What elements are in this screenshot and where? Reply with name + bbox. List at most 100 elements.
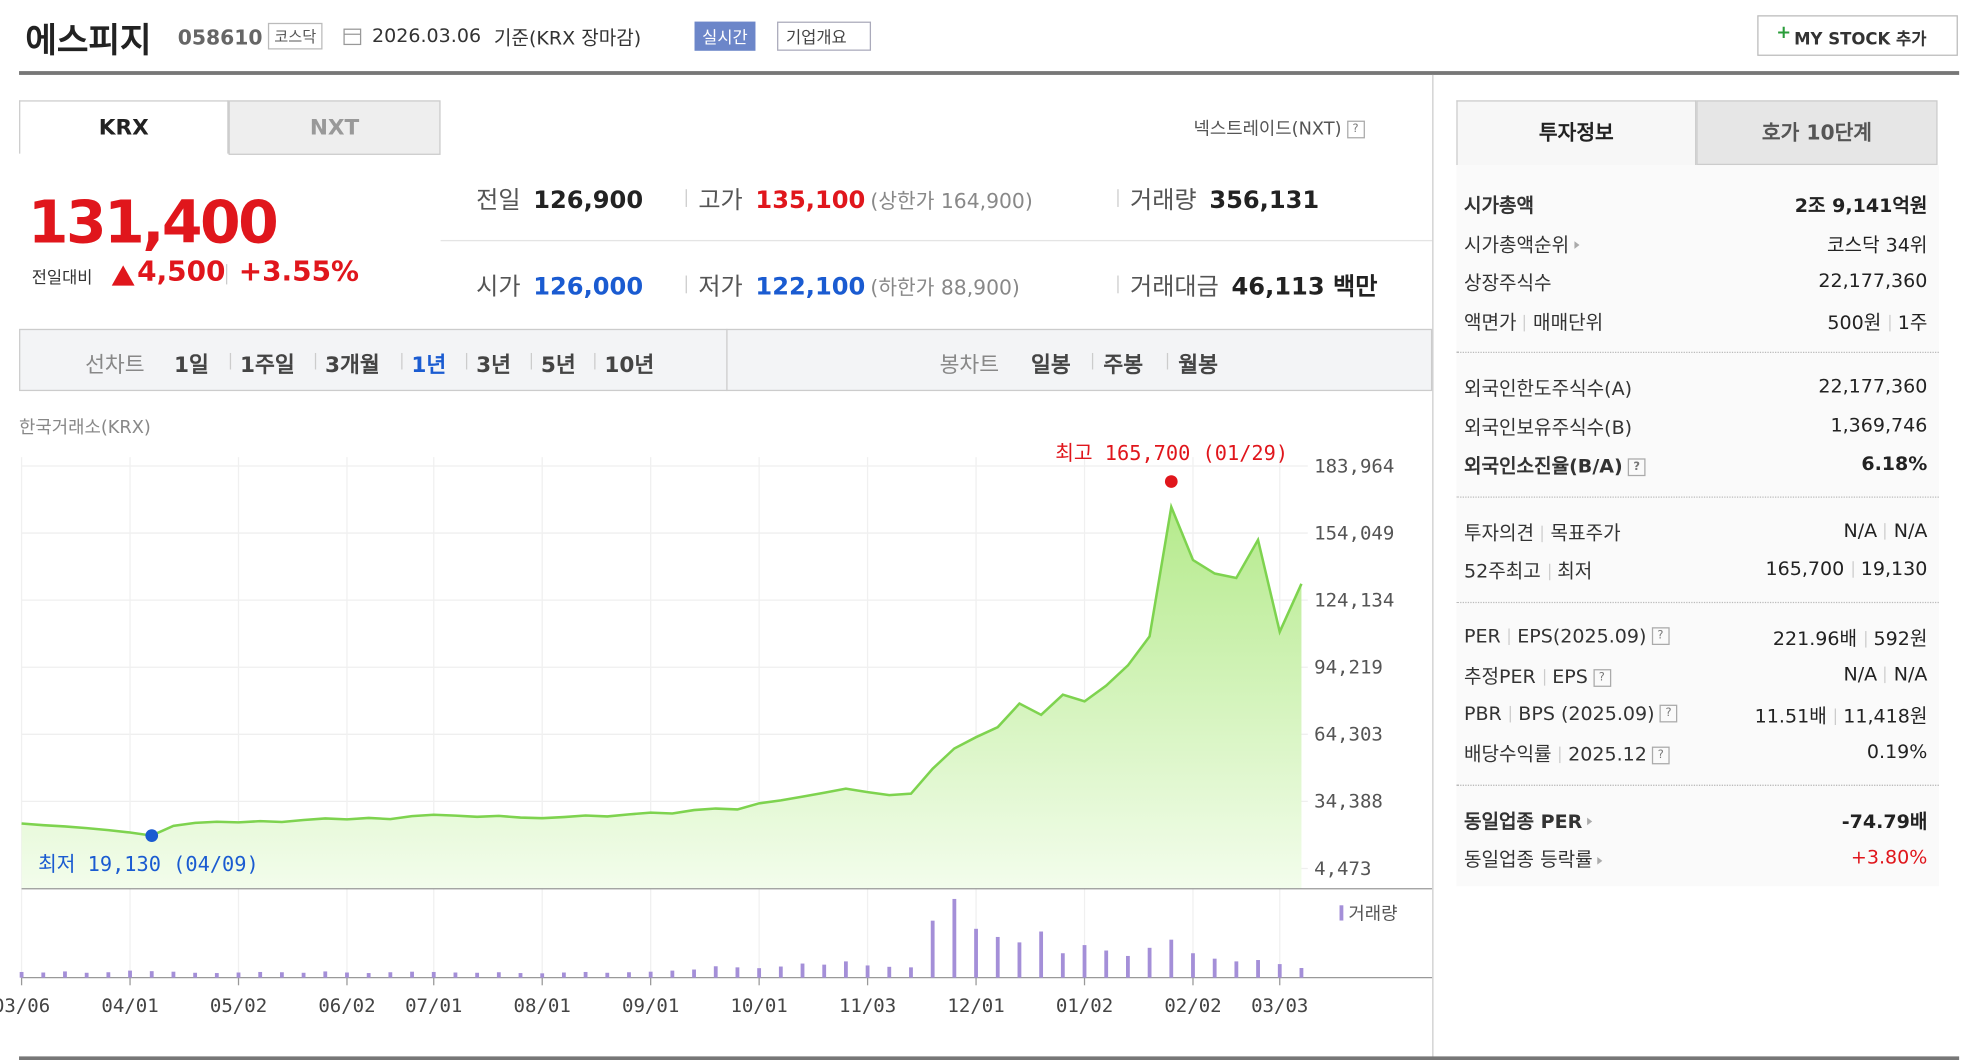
nxt-link[interactable]: 넥스트레이드(NXT)?: [1194, 116, 1365, 141]
label-text: 시가총액: [1463, 194, 1535, 218]
period-title: 봉차트: [939, 352, 1000, 379]
x-tick-label: 01/02: [1056, 995, 1113, 1017]
y-tick-label: 94,219: [1314, 657, 1383, 679]
tab-krx[interactable]: KRX: [19, 100, 229, 154]
info-value: 500원 1주: [1827, 308, 1927, 335]
company-info-button[interactable]: 기업개요: [777, 21, 871, 51]
period-option[interactable]: 1일: [173, 352, 209, 379]
info-row: PER EPS(2025.09)? 221.96배 592원: [1464, 620, 1927, 653]
period-bar: [19, 328, 1433, 392]
info-row: 52주최고 최저 165,700 19,130: [1464, 554, 1927, 587]
volume-bar: [236, 972, 241, 978]
volume-bar: [1212, 958, 1217, 978]
volume-bar: [952, 898, 957, 978]
info-label: 투자의견 목표주가: [1464, 519, 1621, 546]
my-stock-button[interactable]: + MY STOCK 추가: [1757, 15, 1958, 56]
separator: [1508, 627, 1510, 645]
separator: [685, 189, 687, 207]
label-text: 외국인보유주식수(B): [1463, 415, 1633, 439]
base-date: 2026.03.06: [372, 24, 482, 47]
x-tick-label: 09/01: [622, 995, 679, 1017]
help-icon: ?: [1651, 627, 1670, 646]
quote-item: 고가 135,100 (상한가 164,900): [698, 182, 1032, 216]
period-option[interactable]: 3개월: [325, 352, 380, 379]
section-divider: [1456, 784, 1939, 786]
separator: [1541, 525, 1543, 542]
value-text: 1주: [1897, 310, 1928, 334]
volume-bar: [713, 966, 718, 978]
volume-bar: [1125, 955, 1130, 978]
info-label: 외국인소진율(B/A)?: [1464, 452, 1646, 479]
separator: [1888, 314, 1891, 331]
value-text: N/A: [1843, 662, 1878, 686]
quote-value: 356,131: [1209, 186, 1320, 215]
info-row: PBR BPS (2025.09)? 11.51배 11,418원: [1464, 698, 1927, 731]
separator: [1851, 561, 1854, 578]
tab-nxt[interactable]: NXT: [228, 100, 441, 155]
current-price: 131,400: [27, 187, 279, 257]
value-text: 11,418원: [1843, 704, 1928, 727]
volume-bar: [453, 972, 458, 978]
quote-label: 고가: [698, 186, 743, 215]
period-option[interactable]: 10년: [604, 352, 655, 379]
tab-order-book[interactable]: 호가 10단계: [1696, 100, 1938, 166]
help-icon: ?: [1659, 704, 1678, 723]
quote-item: 시가 126,000: [476, 268, 643, 302]
sidebar-body: [1456, 165, 1939, 887]
legend-label: 거래량: [1348, 903, 1397, 924]
volume-bar: [561, 972, 566, 978]
x-tick-label: 05/02: [210, 995, 267, 1017]
volume-bar: [410, 971, 414, 978]
candle-option[interactable]: 월봉: [1178, 352, 1218, 379]
volume-bar: [800, 963, 805, 978]
x-tick-label: 02/02: [1164, 995, 1221, 1017]
info-row: 투자의견 목표주가 N/A N/A: [1464, 515, 1927, 548]
quote-label: 전일: [476, 186, 521, 215]
quote-item: 전일 126,900: [476, 182, 643, 216]
separator: [401, 352, 403, 370]
quote-value: 126,000: [533, 272, 644, 301]
volume-bar: [1104, 950, 1109, 978]
x-tick-label: 04/01: [101, 995, 158, 1017]
separator: [1548, 563, 1550, 581]
volume-bar: [865, 965, 870, 978]
help-icon: ?: [1346, 120, 1365, 139]
base-basis: 기준(KRX 장마감): [493, 26, 642, 50]
separator: [314, 352, 317, 370]
x-tick-label: 10/01: [730, 995, 787, 1017]
separator: [1117, 275, 1119, 294]
info-label: 외국인한도주식수(A): [1464, 375, 1632, 402]
realtime-button[interactable]: 실시간: [694, 21, 756, 51]
y-tick-label: 124,134: [1314, 589, 1394, 611]
info-value: +3.80%: [1851, 846, 1927, 869]
period-option[interactable]: 3년: [476, 352, 512, 379]
arrow-icon: [1587, 817, 1593, 826]
help-icon: ?: [1592, 668, 1611, 687]
info-label: 배당수익률 2025.12?: [1464, 740, 1670, 767]
period-option[interactable]: 1년: [411, 352, 447, 379]
separator: [229, 352, 232, 370]
info-value: 22,177,360: [1818, 269, 1927, 292]
volume-bar: [19, 971, 24, 978]
volume-bar: [279, 972, 284, 978]
volume-bar: [41, 972, 46, 978]
x-tick-label: 11/03: [839, 995, 896, 1017]
value-text: 6.18%: [1861, 452, 1928, 475]
value-text: N/A: [1893, 518, 1928, 542]
label-text: 최저: [1557, 559, 1593, 583]
period-option[interactable]: 5년: [540, 352, 576, 379]
change-amount: 4,500: [137, 256, 226, 289]
candle-option[interactable]: 주봉: [1103, 352, 1144, 379]
info-row: 시가총액순위 코스닥 34위: [1464, 227, 1927, 260]
info-value: 22,177,360: [1818, 375, 1927, 398]
separator: [1524, 314, 1526, 331]
value-text: +3.80%: [1850, 845, 1928, 869]
period-option[interactable]: 1주일: [239, 352, 295, 379]
volume-bar: [106, 972, 111, 978]
tab-invest-info[interactable]: 투자정보: [1456, 100, 1697, 166]
volume-bar: [128, 970, 132, 978]
candle-option[interactable]: 일봉: [1030, 352, 1071, 379]
label-text: BPS (2025.09): [1518, 701, 1655, 725]
quote-label: 시가: [476, 272, 521, 301]
value-text: N/A: [1893, 662, 1928, 686]
